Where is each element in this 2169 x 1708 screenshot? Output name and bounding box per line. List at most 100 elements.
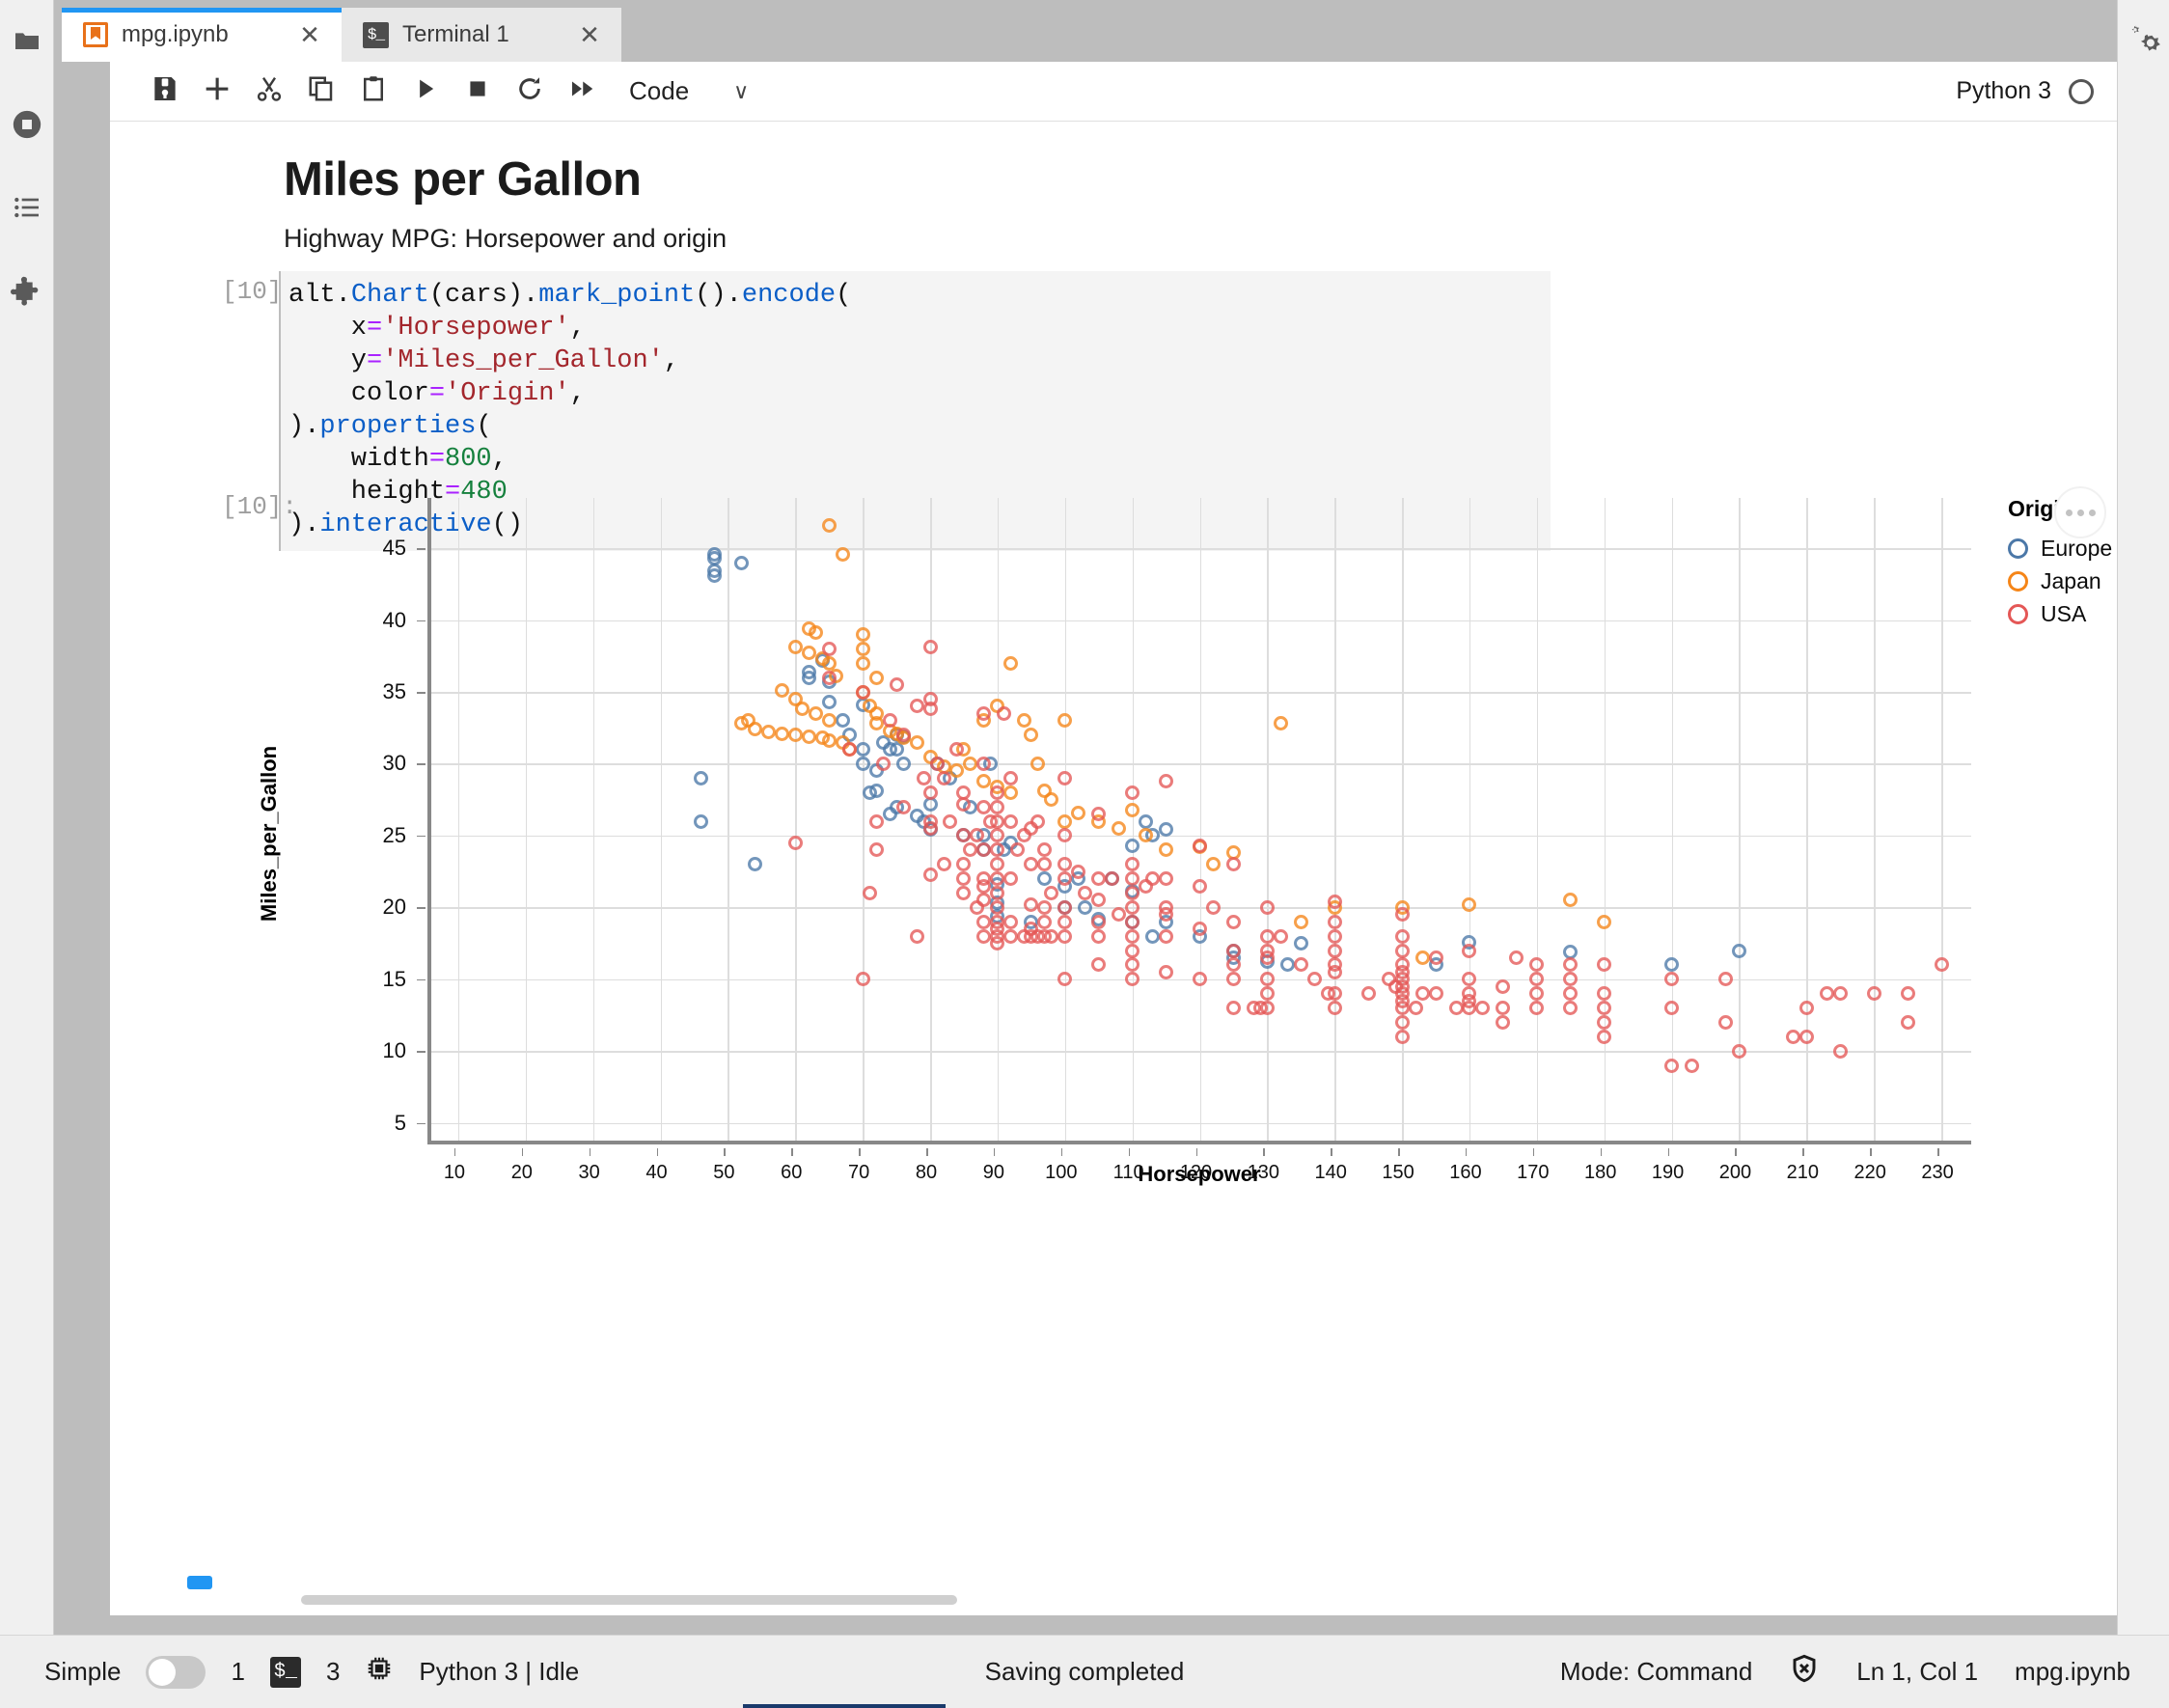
- scatter-point[interactable]: [693, 770, 708, 785]
- run-cell-button[interactable]: [399, 66, 452, 118]
- scatter-point[interactable]: [855, 655, 870, 671]
- scatter-point[interactable]: [1071, 864, 1086, 879]
- scatter-point[interactable]: [787, 728, 803, 743]
- scatter-point[interactable]: [1225, 943, 1241, 958]
- horizontal-scrollbar[interactable]: [166, 1591, 2117, 1609]
- scatter-point[interactable]: [1044, 792, 1059, 808]
- scatter-point[interactable]: [821, 733, 837, 749]
- scatter-point[interactable]: [1037, 871, 1053, 887]
- scatter-point[interactable]: [1003, 813, 1019, 829]
- scatter-point[interactable]: [1408, 1001, 1423, 1016]
- plot-area[interactable]: [427, 498, 1971, 1144]
- scatter-point[interactable]: [1125, 899, 1140, 915]
- scatter-point[interactable]: [963, 756, 978, 771]
- scatter-point[interactable]: [1057, 813, 1073, 829]
- scatter-point[interactable]: [1563, 957, 1579, 973]
- cell-type-select[interactable]: Code ∨: [629, 76, 749, 106]
- scatter-point[interactable]: [1159, 773, 1174, 788]
- scatter-point[interactable]: [922, 785, 938, 800]
- tab-terminal-1[interactable]: $_ Terminal 1 ✕: [342, 8, 621, 62]
- scatter-point[interactable]: [1125, 838, 1140, 853]
- scatter-point[interactable]: [909, 699, 924, 714]
- scatter-point[interactable]: [1934, 957, 1949, 973]
- scatter-point[interactable]: [855, 972, 870, 987]
- scatter-point[interactable]: [1327, 894, 1342, 909]
- scatter-point[interactable]: [1057, 914, 1073, 929]
- scatter-point[interactable]: [1462, 943, 1477, 958]
- scatter-point[interactable]: [1057, 928, 1073, 944]
- scatter-point[interactable]: [1145, 871, 1161, 887]
- scatter-point[interactable]: [1225, 1001, 1241, 1016]
- scatter-point[interactable]: [1125, 957, 1140, 973]
- scatter-point[interactable]: [1078, 899, 1093, 915]
- vega-chart[interactable]: Miles_per_Gallon Horsepower 10 20 30 40 50 60…: [257, 486, 2112, 1200]
- scatter-point[interactable]: [1225, 957, 1241, 973]
- scatter-point[interactable]: [976, 878, 992, 894]
- scatter-point[interactable]: [956, 885, 972, 900]
- scatter-point[interactable]: [1293, 914, 1308, 929]
- scatter-point[interactable]: [747, 722, 762, 737]
- scatter-point[interactable]: [1057, 770, 1073, 785]
- scatter-point[interactable]: [801, 646, 816, 661]
- scatter-point[interactable]: [875, 756, 891, 771]
- scatter-point[interactable]: [929, 756, 945, 771]
- scrollbar-thumb[interactable]: [301, 1595, 957, 1605]
- scatter-point[interactable]: [1496, 978, 1511, 994]
- scatter-point[interactable]: [868, 842, 884, 858]
- scatter-point[interactable]: [1731, 943, 1746, 958]
- scatter-point[interactable]: [821, 694, 837, 709]
- scatter-point[interactable]: [990, 899, 1005, 915]
- scatter-point[interactable]: [868, 784, 884, 799]
- scatter-point[interactable]: [1717, 1014, 1733, 1030]
- scatter-point[interactable]: [774, 726, 789, 741]
- scatter-point[interactable]: [855, 641, 870, 656]
- scatter-point[interactable]: [1159, 822, 1174, 838]
- insert-cell-button[interactable]: [191, 66, 243, 118]
- scatter-point[interactable]: [1529, 986, 1545, 1002]
- shield-x-icon[interactable]: [1789, 1653, 1820, 1691]
- sidebar-item-table-of-contents[interactable]: [11, 193, 43, 226]
- scatter-point[interactable]: [976, 893, 992, 908]
- scatter-point[interactable]: [787, 640, 803, 655]
- scatter-point[interactable]: [1414, 950, 1430, 965]
- scatter-point[interactable]: [1091, 871, 1107, 887]
- scatter-point[interactable]: [1125, 857, 1140, 872]
- scatter-point[interactable]: [990, 828, 1005, 843]
- scatter-point[interactable]: [1037, 914, 1053, 929]
- scatter-point[interactable]: [801, 729, 816, 744]
- scatter-point[interactable]: [1159, 907, 1174, 923]
- scatter-point[interactable]: [1125, 871, 1140, 887]
- scatter-point[interactable]: [1273, 716, 1288, 731]
- scatter-point[interactable]: [1057, 899, 1073, 915]
- scatter-point[interactable]: [855, 756, 870, 771]
- scatter-point[interactable]: [895, 728, 911, 743]
- scatter-point[interactable]: [1563, 986, 1579, 1002]
- scatter-point[interactable]: [835, 713, 850, 729]
- scatter-point[interactable]: [970, 828, 985, 843]
- scatter-point[interactable]: [1225, 857, 1241, 872]
- restart-kernel-button[interactable]: [504, 66, 556, 118]
- scatter-point[interactable]: [990, 842, 1005, 858]
- scatter-point[interactable]: [916, 770, 931, 785]
- chip-icon[interactable]: [365, 1654, 394, 1690]
- scatter-point[interactable]: [943, 813, 958, 829]
- scatter-point[interactable]: [1664, 1058, 1680, 1073]
- scatter-point[interactable]: [1225, 972, 1241, 987]
- scatter-point[interactable]: [1003, 928, 1019, 944]
- close-icon[interactable]: ✕: [299, 20, 320, 49]
- scatter-point[interactable]: [1193, 922, 1207, 937]
- legend-item[interactable]: Japan: [2008, 565, 2117, 597]
- scatter-point[interactable]: [733, 555, 749, 570]
- scatter-point[interactable]: [808, 705, 823, 721]
- scatter-point[interactable]: [1327, 964, 1342, 979]
- cut-cell-button[interactable]: [243, 66, 295, 118]
- scatter-point[interactable]: [990, 936, 1005, 951]
- scatter-point[interactable]: [1024, 728, 1039, 743]
- scatter-point[interactable]: [922, 702, 938, 717]
- scatter-point[interactable]: [1225, 914, 1241, 929]
- code-editor[interactable]: alt.Chart(cars).mark_point().encode( x='…: [279, 271, 1551, 551]
- scatter-point[interactable]: [1428, 950, 1443, 965]
- scatter-point[interactable]: [1003, 770, 1019, 785]
- scatter-point[interactable]: [1057, 857, 1073, 872]
- tab-mpg-ipynb[interactable]: mpg.ipynb ✕: [62, 8, 342, 62]
